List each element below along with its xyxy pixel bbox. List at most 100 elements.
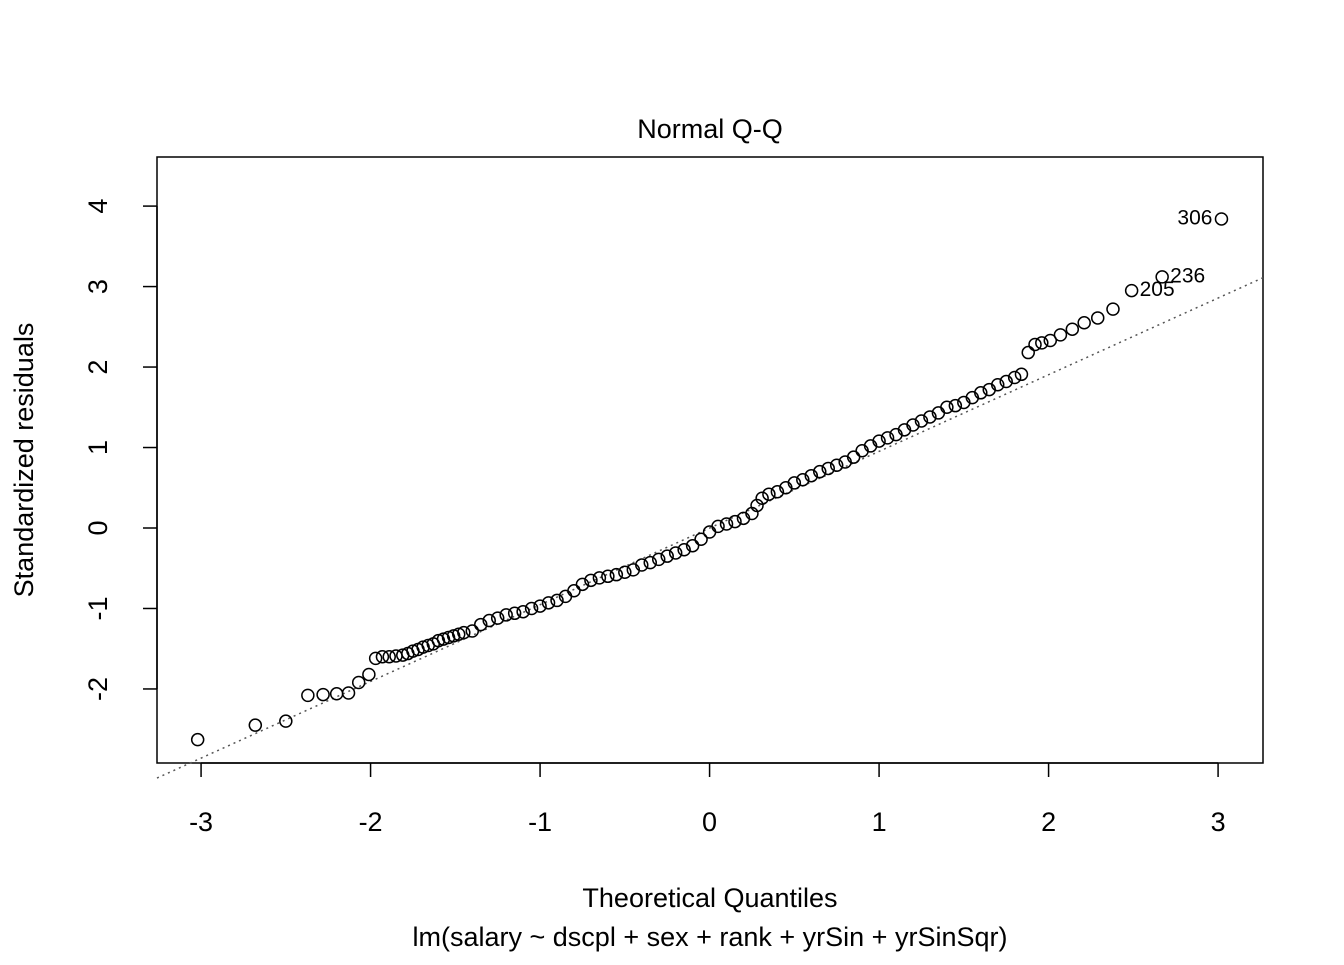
point [465, 624, 480, 638]
point [923, 410, 937, 424]
point [1065, 322, 1080, 336]
point [575, 577, 590, 592]
point [457, 625, 471, 640]
point [762, 487, 776, 501]
point [375, 650, 390, 664]
point [914, 414, 929, 428]
point-label: 205 [1140, 278, 1175, 301]
point [821, 461, 835, 476]
point [787, 476, 802, 490]
point [341, 686, 356, 700]
x-tick-label: 3 [1211, 807, 1226, 837]
point [609, 567, 624, 582]
point [1014, 367, 1029, 382]
x-tick-label: 2 [1041, 807, 1056, 837]
y-tick-label: -2 [83, 677, 113, 701]
y-tick-label: 0 [83, 520, 113, 535]
point [316, 687, 330, 702]
point [567, 584, 581, 598]
point [1124, 283, 1139, 298]
point [301, 688, 315, 703]
point [482, 613, 496, 628]
point-label: 236 [1170, 264, 1205, 287]
x-tick-label: -3 [189, 807, 213, 837]
point [516, 604, 530, 619]
point [829, 458, 844, 472]
point [1090, 311, 1105, 325]
point [382, 650, 396, 664]
point [490, 611, 505, 625]
x-tick-label: 0 [702, 807, 717, 837]
point [728, 514, 742, 529]
point [719, 517, 734, 531]
point [362, 667, 376, 682]
y-tick-label: 3 [83, 279, 113, 294]
point [1021, 345, 1035, 360]
point [601, 569, 615, 584]
point [804, 468, 819, 483]
point [750, 498, 764, 513]
point [1214, 212, 1229, 226]
x-tick-label: -1 [528, 807, 552, 837]
point [190, 732, 205, 747]
point [872, 434, 886, 448]
subtitle: lm(salary ~ dscpl + sex + rank + yrSin +… [413, 922, 1008, 952]
point [685, 538, 700, 553]
point [796, 472, 810, 487]
y-axis-label: Standardized residuals [9, 323, 39, 598]
point [1028, 337, 1042, 352]
point [906, 418, 920, 432]
chart-title: Normal Q-Q [637, 114, 783, 144]
point [248, 718, 263, 732]
point [846, 450, 861, 464]
point-label: 306 [1177, 207, 1212, 230]
point [473, 617, 488, 632]
y-tick-label: -1 [83, 596, 113, 620]
point [668, 546, 683, 560]
point [948, 398, 963, 413]
point [755, 491, 769, 505]
point [541, 596, 556, 610]
point [351, 675, 366, 690]
point [813, 464, 827, 479]
point [660, 549, 674, 563]
point [974, 386, 988, 400]
point [990, 378, 1005, 392]
y-tick-label: 1 [83, 440, 113, 455]
point [999, 374, 1013, 389]
point [1053, 328, 1068, 342]
point [1077, 316, 1091, 330]
x-tick-label: 1 [872, 807, 887, 837]
point [499, 608, 513, 622]
x-tick-label: -2 [359, 807, 383, 837]
point [279, 714, 293, 728]
point [880, 431, 895, 445]
point [584, 573, 598, 588]
point [524, 601, 539, 616]
point [592, 571, 607, 585]
x-axis-label: Theoretical Quantiles [582, 883, 837, 913]
y-tick-label: 4 [83, 199, 113, 214]
point [711, 519, 725, 534]
point [651, 552, 666, 567]
point [507, 606, 522, 621]
reference-line [156, 277, 1264, 779]
point [1106, 302, 1120, 316]
point [770, 485, 785, 499]
point [677, 542, 691, 557]
point [1035, 336, 1049, 350]
point [1155, 270, 1169, 284]
point [1007, 370, 1022, 385]
point [533, 599, 547, 613]
point [694, 532, 708, 547]
point [643, 555, 658, 570]
point [940, 400, 954, 415]
point [550, 593, 564, 608]
point [368, 651, 383, 666]
y-tick-label: 2 [83, 360, 113, 375]
point [1043, 333, 1058, 348]
point [635, 558, 649, 572]
point [618, 565, 632, 580]
